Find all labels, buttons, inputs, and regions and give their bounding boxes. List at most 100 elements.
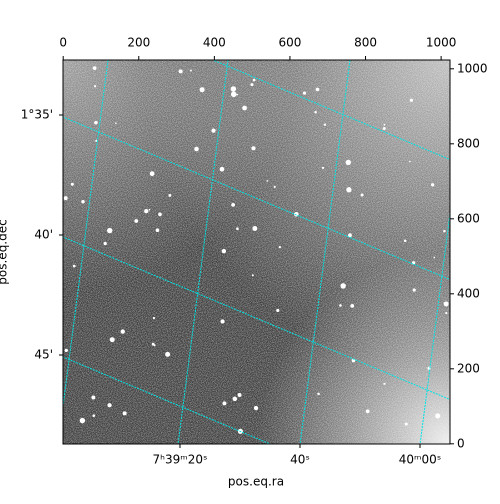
grid-line — [177, 60, 229, 444]
grid-line — [63, 60, 109, 411]
star — [321, 166, 325, 169]
star — [230, 86, 237, 92]
star — [144, 208, 149, 214]
star — [435, 413, 441, 419]
star — [63, 196, 68, 201]
star — [231, 202, 235, 207]
star — [317, 392, 320, 396]
star — [120, 329, 125, 334]
grid-line — [211, 60, 450, 161]
star — [433, 256, 436, 259]
y-tick-label: 1000 — [457, 61, 488, 75]
star — [236, 93, 239, 96]
star — [273, 185, 276, 188]
star — [350, 303, 355, 308]
x-tick-label: 400 — [203, 36, 226, 50]
star — [222, 401, 227, 406]
star — [107, 403, 112, 408]
star — [168, 193, 172, 197]
x-tick-label: 40ˢ — [290, 453, 310, 467]
star — [340, 283, 346, 289]
star — [404, 422, 408, 426]
star — [230, 91, 237, 98]
y-tick-label: 400 — [457, 286, 480, 300]
star — [383, 382, 386, 385]
axes-frame — [62, 59, 451, 445]
star — [360, 193, 364, 197]
grid-line — [63, 116, 450, 281]
y-tick-label: 0 — [457, 436, 465, 450]
star — [151, 342, 155, 346]
x-tick-label: 800 — [354, 36, 377, 50]
star — [276, 308, 280, 313]
star — [383, 123, 386, 126]
star — [122, 411, 127, 416]
star — [302, 91, 307, 95]
grid-line — [63, 356, 272, 444]
star — [232, 396, 238, 402]
grid-line — [63, 236, 450, 401]
star — [236, 227, 239, 231]
x-tick-label: 200 — [127, 36, 150, 50]
star — [250, 83, 254, 87]
star — [79, 417, 86, 424]
star — [158, 212, 162, 217]
y-tick-label: 800 — [457, 136, 480, 150]
x-tick-label: 600 — [278, 36, 301, 50]
y-tick-label: 600 — [457, 211, 480, 225]
y-tick-label: 40' — [34, 228, 53, 242]
star — [443, 229, 446, 233]
star — [178, 69, 183, 74]
star — [266, 180, 269, 182]
star — [219, 166, 225, 172]
star — [148, 208, 151, 211]
image — [63, 60, 450, 444]
star — [346, 187, 352, 193]
star — [81, 199, 85, 204]
star — [109, 337, 115, 343]
star — [365, 409, 370, 414]
star — [134, 219, 139, 223]
star — [91, 395, 96, 400]
x-tick-label: 40ᵐ00ˢ — [399, 453, 442, 467]
star — [443, 301, 449, 307]
y-axis-label: pos.eq.dec — [0, 219, 10, 284]
star — [445, 311, 448, 315]
grid-line — [419, 209, 450, 444]
y-tick-label: 1°35' — [21, 108, 53, 122]
star — [221, 248, 227, 254]
grid-line — [299, 60, 351, 444]
star — [242, 105, 247, 111]
star — [165, 351, 171, 357]
star — [72, 264, 76, 268]
star — [403, 239, 407, 243]
star — [252, 78, 256, 82]
y-tick-label: 45' — [34, 348, 53, 362]
star — [199, 87, 205, 93]
star — [237, 392, 242, 397]
star — [412, 288, 416, 292]
star — [253, 405, 259, 411]
star — [409, 98, 413, 102]
star — [278, 245, 282, 249]
x-axis-label: pos.eq.ra — [228, 475, 284, 489]
star — [152, 316, 156, 320]
star — [94, 120, 98, 125]
star — [194, 146, 199, 152]
star — [155, 228, 160, 233]
x-tick-label: 1000 — [426, 36, 457, 50]
star — [190, 69, 192, 72]
star — [315, 87, 320, 92]
star — [430, 183, 435, 187]
star — [93, 85, 97, 88]
star — [92, 66, 97, 70]
star — [92, 414, 96, 417]
star — [64, 348, 68, 353]
star — [412, 261, 416, 265]
star — [251, 274, 254, 277]
star — [348, 233, 352, 238]
x-tick-label: 0 — [59, 36, 67, 50]
star — [103, 241, 107, 246]
star — [211, 128, 216, 133]
